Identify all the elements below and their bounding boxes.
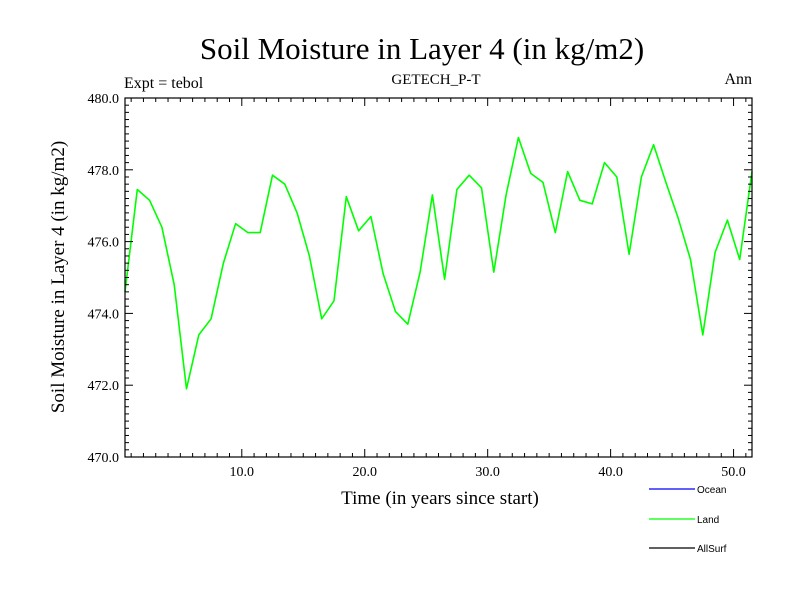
y-tick-label: 470.0 xyxy=(88,451,120,466)
experiment-label: Expt = tebol xyxy=(124,75,204,92)
series-group xyxy=(124,136,753,390)
y-tick-label: 478.0 xyxy=(88,164,120,179)
x-tick-label: 40.0 xyxy=(598,465,623,480)
y-tick-label: 472.0 xyxy=(88,379,120,394)
legend-label-allsurf: AllSurf xyxy=(697,544,727,555)
chart-subtitle: GETECH_P-T xyxy=(391,72,480,88)
y-tick-label: 474.0 xyxy=(88,307,120,322)
y-axis: 470.0 472.0 474.0 476.0 478.0 480.0 xyxy=(88,92,752,466)
legend: Ocean Land AllSurf xyxy=(649,485,727,555)
chart-title: Soil Moisture in Layer 4 (in kg/m2) xyxy=(200,31,644,66)
series-line-land xyxy=(124,136,753,390)
plot-frame xyxy=(124,97,753,458)
x-axis: 10.0 20.0 30.0 40.0 50.0 xyxy=(130,98,747,480)
period-label: Ann xyxy=(724,71,752,88)
legend-label-ocean: Ocean xyxy=(697,485,726,496)
y-axis-label: Soil Moisture in Layer 4 (in kg/m2) xyxy=(48,141,69,413)
x-axis-label: Time (in years since start) xyxy=(341,488,539,509)
x-tick-label: 20.0 xyxy=(352,465,377,480)
x-tick-label: 10.0 xyxy=(230,465,255,480)
y-tick-label: 476.0 xyxy=(88,236,120,251)
plot-area xyxy=(124,97,753,458)
legend-label-land: Land xyxy=(697,515,719,526)
x-tick-label: 30.0 xyxy=(475,465,500,480)
x-tick-label: 50.0 xyxy=(721,465,746,480)
y-tick-label: 480.0 xyxy=(88,92,120,107)
